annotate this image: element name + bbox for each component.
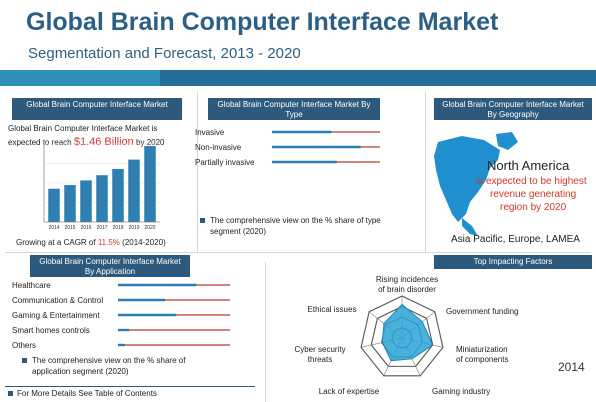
footer-link[interactable]: For More Details See Table of Contents [17, 389, 157, 398]
bar-label-1: Non-invasive [195, 143, 242, 152]
bar-label-3: Smart homes controls [12, 326, 90, 335]
geo-desc2: revenue generating [490, 189, 577, 200]
market-text-line1: Global Brain Computer Interface Market i… [8, 124, 158, 133]
radar-ring [360, 295, 444, 377]
x-tick-2018: 2018 [112, 225, 123, 231]
type-panel-heading: Global Brain Computer Interface Market B… [208, 98, 380, 120]
radar-axis-label-line: threats [308, 355, 332, 364]
note-bullet [200, 218, 205, 223]
bar-2020 [144, 146, 156, 222]
radar-axis-label-line: Lack of expertise [319, 387, 380, 396]
geo-others: Asia Pacific, Europe, LAMEA [451, 234, 580, 245]
bar-label-2: Partially invasive [195, 158, 255, 167]
divider [5, 252, 591, 253]
radar-axis-label-2: Miniaturization of components [456, 345, 508, 364]
greenland-shape [496, 132, 518, 150]
market-text-line2: expected to reach $1.46 Billion by 2020 [8, 136, 164, 148]
bar-2015 [64, 185, 76, 222]
radar-axis-label-1: Government funding [446, 307, 519, 316]
cagr-text: Growing at a CAGR of 11.5% (2014-2020) [16, 238, 166, 247]
page-subtitle: Segmentation and Forecast, 2013 - 2020 [28, 45, 301, 62]
market-text-prefix: expected to reach [8, 138, 72, 147]
radar-axis-label-line: of components [456, 355, 508, 364]
geo-panel-heading: Global Brain Computer Interface Market B… [434, 98, 592, 120]
north-america-shape [434, 136, 500, 222]
bar-label-4: Others [12, 341, 36, 350]
bar-label-2: Gaming & Entertainment [12, 311, 100, 320]
radar-axis-label-4: Lack of expertise [319, 387, 380, 396]
radar-axis-label-line: Gaming industry [432, 387, 490, 396]
radar-axis-label-line: of brain disorder [378, 285, 436, 294]
factors-panel-heading: Top Impacting Factors [434, 255, 592, 269]
radar-axis-label-line: Government funding [446, 307, 519, 316]
bar-label-0: Healthcare [12, 281, 51, 290]
x-tick-2017: 2017 [96, 225, 107, 231]
geo-desc3: region by 2020 [500, 202, 567, 213]
divider [425, 92, 426, 252]
page-title: Global Brain Computer Interface Market [26, 8, 499, 36]
central-america-shape [462, 218, 478, 236]
radar-axis-label-0: Rising incidences of brain disorder [376, 275, 438, 294]
app-panel-heading: Global Brain Computer Interface Market B… [30, 255, 190, 277]
radar-series [381, 303, 434, 362]
cagr-value: 11.5% [97, 238, 120, 247]
app-note2: application segment (2020) [32, 367, 129, 376]
bar-2017 [96, 175, 108, 222]
footer-bullet [8, 391, 13, 396]
radar-axis-label-line: Ethical issues [308, 305, 357, 314]
radar-axis-label-6: Ethical issues [308, 305, 357, 314]
type-note: The comprehensive view on the % share of… [210, 216, 381, 236]
header-bar-dark [160, 70, 596, 86]
header-bar-light [0, 70, 160, 86]
x-tick-2020: 2020 [144, 225, 155, 231]
radar-ring [370, 305, 434, 367]
cagr-prefix: Growing at a CAGR of [16, 238, 96, 247]
divider [197, 92, 198, 252]
x-tick-2015: 2015 [64, 225, 75, 231]
bar-2019 [128, 159, 140, 222]
geo-region: North America [487, 158, 570, 173]
radar-axis-label-5: Cyber security threats [294, 345, 345, 364]
geo-desc1: is expected to be highest [476, 176, 587, 187]
x-tick-2014: 2014 [48, 225, 59, 231]
radar-axis-label-line: Cyber security [294, 345, 345, 354]
market-text-suffix: by 2020 [136, 138, 165, 147]
market-value: $1.46 Billion [73, 136, 134, 148]
footer-rule [5, 386, 255, 387]
radar-axis-label-line: Miniaturization [456, 345, 508, 354]
divider [265, 262, 266, 402]
app-note1: The comprehensive view on the % share of [32, 356, 186, 365]
x-tick-2016: 2016 [80, 225, 91, 231]
radar-axis-label-3: Gaming industry [432, 387, 490, 396]
bar-2014 [48, 188, 60, 222]
bar-label-1: Communication & Control [12, 296, 103, 305]
bar-2016 [80, 180, 92, 222]
note-bullet [22, 358, 27, 363]
cagr-period: (2014-2020) [122, 238, 166, 247]
footer-year: 2014 [558, 360, 585, 374]
bar-2018 [112, 168, 124, 222]
x-tick-2019: 2019 [128, 225, 139, 231]
market-panel-heading: Global Brain Computer Interface Market [12, 98, 182, 120]
header-bar [0, 70, 596, 86]
bar-label-0: Invasive [195, 128, 225, 137]
radar-axis-label-line: Rising incidences [376, 275, 438, 284]
